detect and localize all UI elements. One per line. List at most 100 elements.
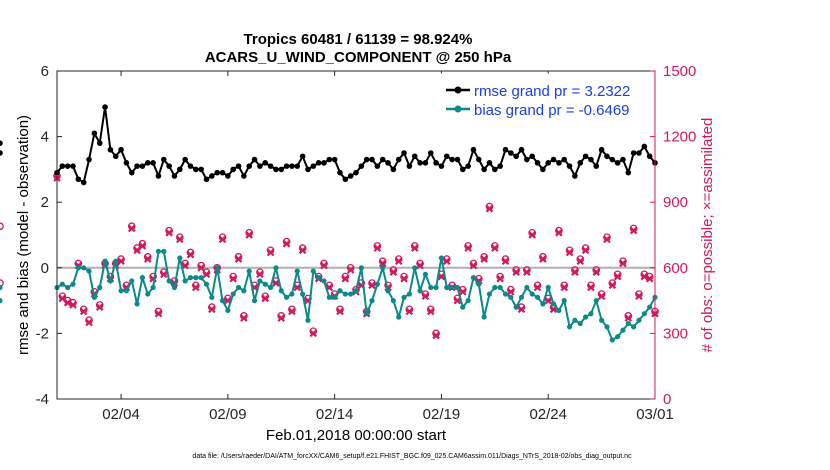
bias-point <box>283 294 290 300</box>
obs-assimilated-point <box>539 255 547 263</box>
rmse-point <box>166 163 172 169</box>
rmse-point <box>193 166 199 173</box>
bias-point <box>460 304 466 310</box>
obs-assimilated-point <box>410 244 419 252</box>
bias-point <box>380 265 386 271</box>
bias-point <box>486 291 493 297</box>
rmse-point <box>112 153 119 160</box>
bias-point <box>358 265 364 271</box>
obs-assimilated-point <box>576 257 585 266</box>
obs-assimilated-point <box>565 248 574 257</box>
rmse-point <box>273 166 279 173</box>
rmse-point <box>363 156 370 163</box>
rmse-point <box>492 166 498 173</box>
obs-assimilated-point <box>95 303 104 311</box>
rmse-point <box>395 156 402 163</box>
y-right-tick-label: 1500 <box>663 63 696 80</box>
bias-point <box>97 284 103 291</box>
rmse-point <box>80 179 87 186</box>
rmse-point <box>443 153 450 160</box>
rmse-point <box>379 156 386 163</box>
bias-point <box>289 291 295 297</box>
x-tick-label: 03/01 <box>636 406 674 423</box>
obs-assimilated-point <box>341 274 350 283</box>
rmse-point <box>347 173 354 179</box>
obs-assimilated-point <box>501 257 510 266</box>
obs-assimilated-point <box>181 261 189 270</box>
obs-assimilated-point <box>277 314 286 322</box>
bias-point <box>230 291 236 297</box>
bias-point <box>641 311 647 317</box>
rmse-point <box>406 163 413 169</box>
obs-assimilated-point <box>528 231 536 239</box>
bias-point <box>540 301 546 307</box>
obs-assimilated-point <box>309 329 318 338</box>
rmse-point <box>481 166 487 173</box>
y-axis-right-label: # of obs: o=possible; ×=assimilated <box>699 118 716 353</box>
rmse-point <box>401 150 407 156</box>
bias-point <box>625 320 631 327</box>
bias-point <box>577 320 583 327</box>
obs-assimilated-point <box>491 244 499 252</box>
y-left-tick-label: -2 <box>36 325 49 342</box>
bias-point <box>305 317 311 323</box>
bias-point <box>0 284 3 291</box>
bias-point <box>107 278 113 284</box>
rmse-point <box>91 130 98 137</box>
obs-assimilated-point <box>613 272 622 281</box>
rmse-point <box>177 166 183 173</box>
x-tick-label: 02/19 <box>423 406 461 423</box>
rmse-series <box>0 104 658 186</box>
rmse-point <box>646 153 653 160</box>
rmse-point <box>198 166 204 173</box>
rmse-point <box>513 153 519 160</box>
rmse-point <box>588 156 594 163</box>
chart-title: Tropics 60481 / 61139 = 98.924% <box>244 31 473 48</box>
bias-point <box>113 258 119 264</box>
obs-possible-point <box>0 222 4 231</box>
obs-assimilated-point <box>416 261 424 270</box>
rmse-point <box>630 150 637 156</box>
rmse-point <box>289 163 295 169</box>
rmse-point <box>540 166 546 173</box>
rmse-point <box>283 163 290 169</box>
obs-assimilated-point <box>571 268 579 276</box>
x-axis: 02/04 02/09 02/14 02/19 02/24 03/01 <box>102 71 674 423</box>
rmse-point <box>241 173 247 179</box>
plot-area <box>0 71 659 400</box>
obs-assimilated-point <box>512 268 520 276</box>
rmse-point <box>262 160 269 166</box>
bias-point <box>300 291 306 297</box>
rmse-point <box>524 156 530 163</box>
rmse-point <box>369 156 375 163</box>
obs-assimilated-point <box>645 274 654 283</box>
obs-assimilated-point <box>426 307 435 316</box>
obs-assimilated-point <box>160 270 168 279</box>
bias-point <box>150 284 156 291</box>
rmse-point <box>604 153 610 160</box>
rmse-point <box>144 160 151 166</box>
bias-point <box>209 294 215 300</box>
bias-point <box>593 298 599 304</box>
obs-assimilated-point <box>63 299 72 307</box>
bias-point <box>476 281 482 287</box>
obs-assimilated-point <box>117 257 125 266</box>
obs-assimilated-point <box>619 259 627 268</box>
obs-assimilated-point <box>320 261 328 270</box>
bias-point <box>316 275 322 281</box>
rmse-point <box>203 176 210 183</box>
bias-point <box>257 278 263 284</box>
rmse-point <box>0 150 3 156</box>
rmse-point <box>353 169 359 176</box>
obs-assimilated-point <box>202 270 211 279</box>
bias-point <box>615 334 621 340</box>
bias-point <box>401 294 407 300</box>
obs-assimilated-point <box>581 246 590 255</box>
bias-point <box>417 288 423 294</box>
rmse-point <box>96 140 103 146</box>
rmse-point <box>572 173 578 179</box>
rmse-point <box>257 163 263 169</box>
rmse-point <box>209 173 215 179</box>
bias-point <box>572 317 578 323</box>
y-right-tick-label: 300 <box>663 325 688 342</box>
